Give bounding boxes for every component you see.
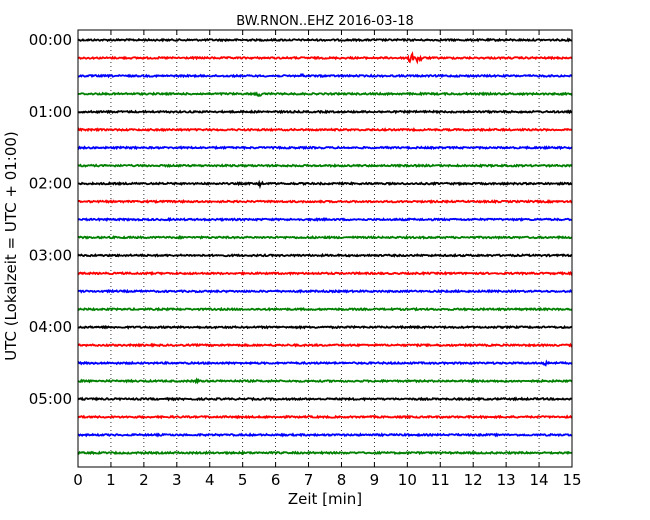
trace-line [77, 51, 573, 65]
trace-line [77, 288, 573, 294]
x-tick-label: 6 [271, 471, 281, 489]
trace-line [77, 37, 573, 43]
trace-line [77, 414, 572, 420]
chart-title: BW.RNON..EHZ 2016-03-18 [236, 14, 414, 29]
x-tick-label: 10 [398, 471, 417, 489]
y-tick-label: 04:00 [29, 318, 72, 336]
y-axis: 00:00 01:00 02:00 03:00 04:00 05:00 [29, 31, 572, 408]
trace-line [78, 109, 573, 115]
trace-line [77, 72, 573, 79]
trace-line [77, 306, 573, 312]
trace-line [77, 91, 573, 97]
trace-line [77, 396, 573, 402]
grid-lines [110, 30, 540, 467]
trace-group [77, 37, 573, 456]
x-tick-label: 3 [172, 471, 182, 489]
y-tick-label: 03:00 [29, 246, 72, 264]
x-tick-label: 12 [464, 471, 483, 489]
x-tick-label: 13 [497, 471, 516, 489]
x-tick-label: 5 [238, 471, 248, 489]
trace-line [77, 432, 573, 438]
x-tick-label: 9 [370, 471, 380, 489]
x-tick-label: 2 [139, 471, 149, 489]
trace-line [77, 127, 573, 133]
x-tick-label: 11 [431, 471, 450, 489]
y-axis-label: UTC (Lokalzeit = UTC + 01:00) [2, 131, 20, 361]
trace-line [77, 198, 573, 205]
trace-line [77, 252, 572, 258]
plot-frame [77, 29, 573, 468]
trace-line [77, 359, 573, 367]
trace-line [77, 270, 573, 276]
trace-line [77, 179, 573, 190]
x-tick-label: 0 [73, 471, 83, 489]
y-tick-label: 01:00 [29, 103, 72, 121]
x-axis-label: Zeit [min] [288, 490, 362, 508]
trace-line [77, 145, 573, 151]
trace-line [77, 342, 573, 348]
trace-line [77, 377, 573, 385]
trace-line [77, 324, 573, 330]
y-tick-label: 02:00 [29, 175, 72, 193]
trace-line [77, 163, 573, 169]
x-axis: 0 1 2 3 4 5 6 7 8 9 10 11 12 13 14 15 [73, 30, 582, 489]
trace-line [77, 450, 573, 456]
y-tick-label: 00:00 [29, 31, 72, 49]
x-tick-label: 7 [304, 471, 314, 489]
x-tick-label: 14 [530, 471, 549, 489]
trace-line [77, 216, 573, 223]
x-tick-label: 4 [205, 471, 215, 489]
x-tick-label: 8 [337, 471, 347, 489]
x-tick-label: 15 [562, 471, 581, 489]
trace-line [77, 234, 573, 241]
x-tick-label: 1 [106, 471, 116, 489]
y-tick-label: 05:00 [29, 390, 72, 408]
